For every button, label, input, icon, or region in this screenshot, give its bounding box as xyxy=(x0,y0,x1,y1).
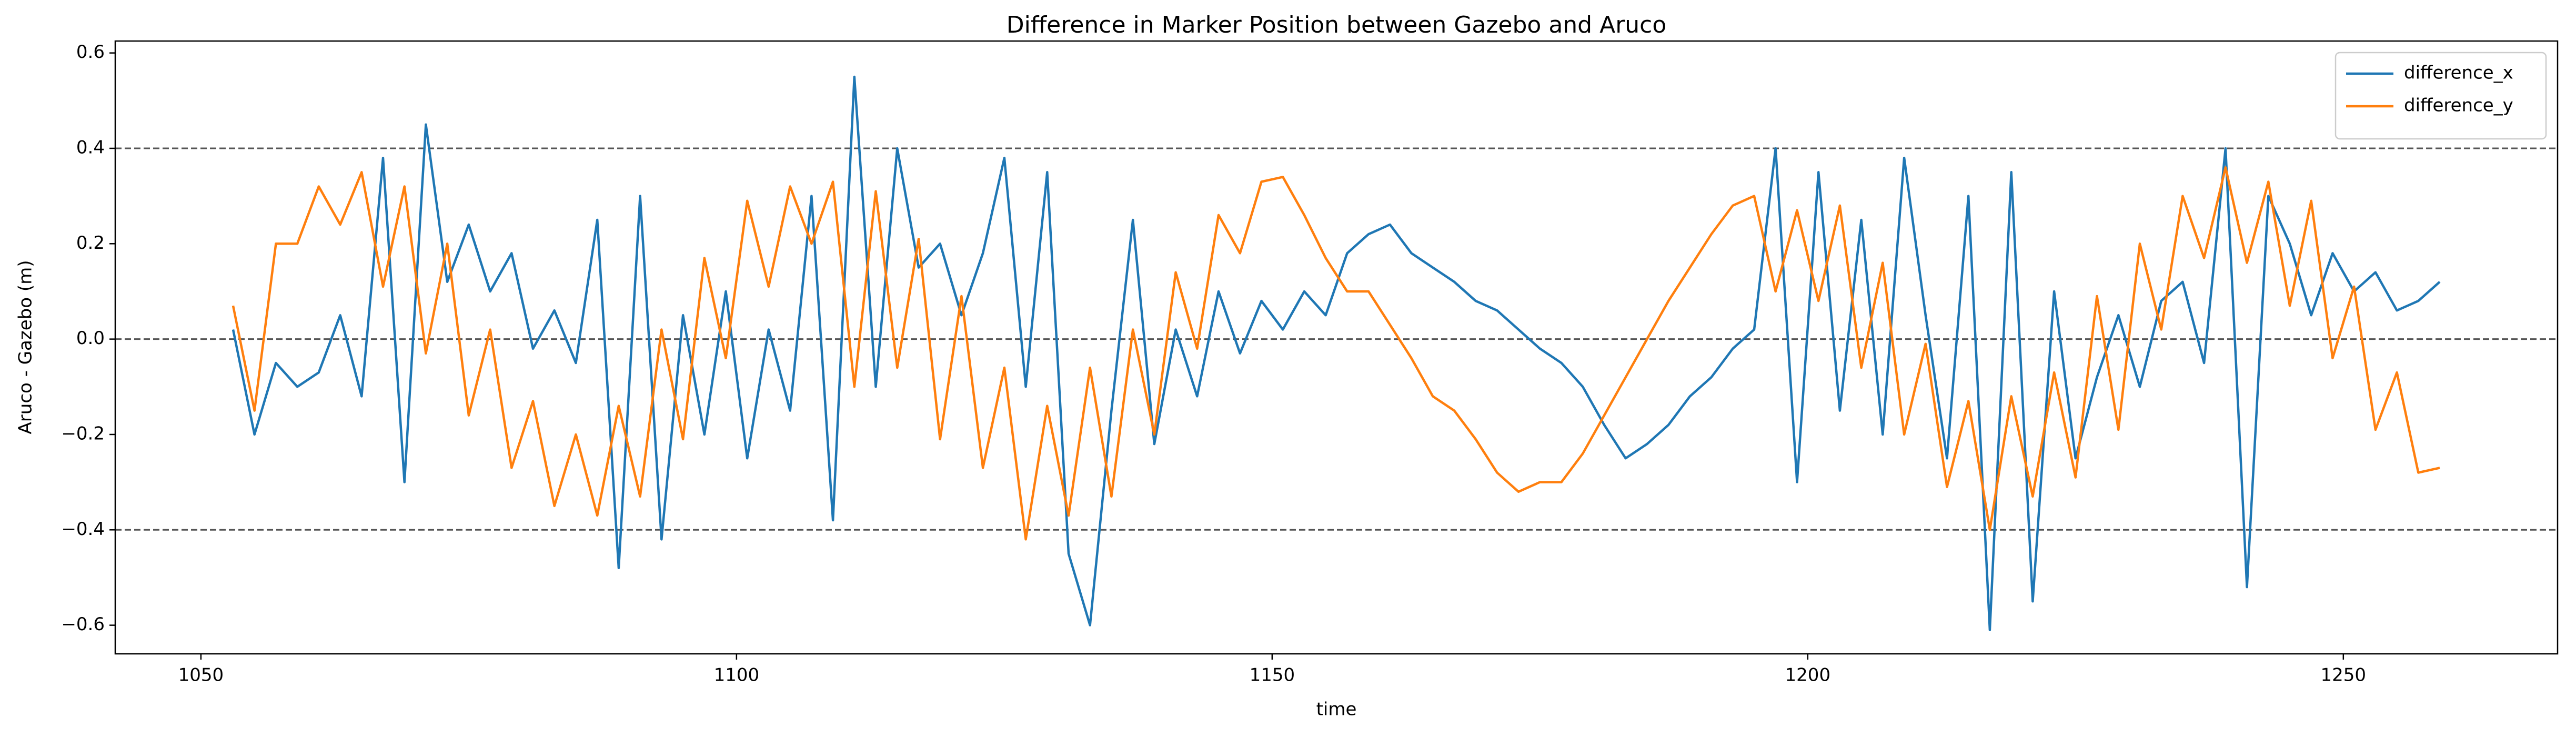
plot-frame xyxy=(114,40,2559,655)
y-tick-label: 0.2 xyxy=(76,232,105,254)
chart-title: Difference in Marker Position between Ga… xyxy=(1007,12,1667,38)
y-tick-label: 0.4 xyxy=(76,137,105,158)
y-tick-label: 0.0 xyxy=(76,328,105,349)
x-axis-label: time xyxy=(1316,699,1357,720)
y-tick-label: −0.6 xyxy=(61,614,105,635)
legend-label: difference_x xyxy=(2404,63,2513,84)
x-tick-label: 1100 xyxy=(714,665,760,686)
x-tick-label: 1200 xyxy=(1785,665,1831,686)
x-tick-label: 1050 xyxy=(178,665,224,686)
data-line xyxy=(232,166,2440,541)
y-axis-label: Aruco - Gazebo (m) xyxy=(15,260,36,434)
legend: difference_x difference_y xyxy=(2334,52,2547,140)
data-line xyxy=(232,75,2441,631)
legend-label: difference_y xyxy=(2404,95,2513,116)
x-tick-label: 1250 xyxy=(2321,665,2367,686)
y-tick-label: −0.2 xyxy=(61,423,105,444)
x-tick-label: 1150 xyxy=(1250,665,1295,686)
y-tick-label: 0.6 xyxy=(76,42,105,63)
y-tick-label: −0.4 xyxy=(61,519,105,540)
